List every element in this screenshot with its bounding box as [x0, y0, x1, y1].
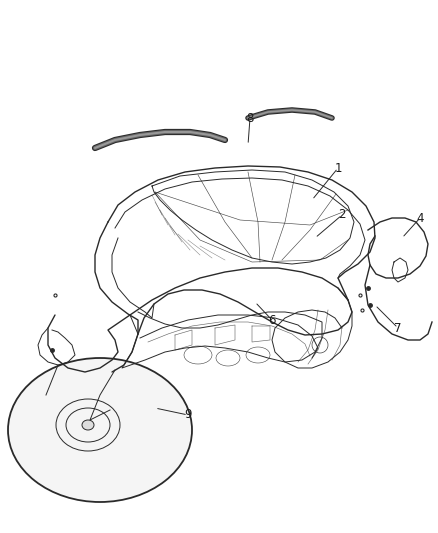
Ellipse shape — [82, 420, 94, 430]
Text: 7: 7 — [394, 321, 402, 335]
Text: 6: 6 — [268, 313, 276, 327]
Text: 2: 2 — [338, 208, 346, 222]
Text: 4: 4 — [416, 212, 424, 224]
Ellipse shape — [8, 358, 192, 502]
Text: 9: 9 — [184, 408, 192, 422]
Text: 1: 1 — [334, 161, 342, 174]
Text: 8: 8 — [246, 111, 254, 125]
